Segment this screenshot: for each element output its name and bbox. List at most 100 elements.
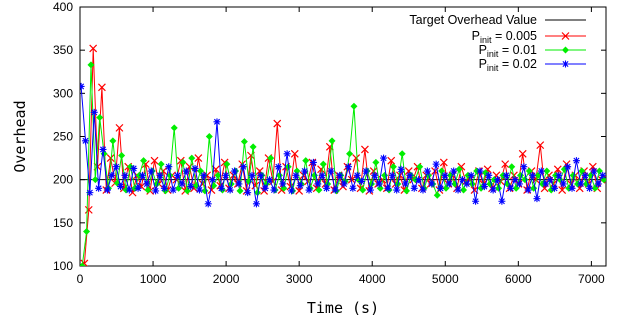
data-point: [273, 119, 282, 128]
data-point: [261, 184, 269, 192]
data-point: [586, 184, 594, 192]
legend-label-series-3: Pinit = 0.02: [479, 57, 537, 73]
series-layer: [80, 44, 606, 266]
data-point: [314, 180, 322, 188]
data-point: [524, 186, 532, 194]
series-1: [80, 44, 606, 266]
data-point: [362, 167, 370, 175]
data-point: [393, 186, 401, 194]
data-point: [191, 164, 199, 172]
data-point: [200, 171, 208, 179]
x-tick-label: 2000: [213, 272, 240, 286]
data-point: [416, 163, 424, 171]
data-point: [213, 118, 221, 126]
data-point: [534, 171, 542, 179]
data-point: [187, 183, 195, 191]
data-point: [91, 176, 99, 184]
data-point: [438, 167, 446, 175]
data-point: [389, 163, 397, 171]
data-point: [403, 187, 411, 195]
data-point: [564, 163, 572, 171]
data-point: [561, 32, 570, 40]
data-point: [195, 186, 203, 194]
data-point: [97, 83, 106, 92]
data-point: [376, 184, 384, 192]
x-tick-label: 7000: [578, 272, 605, 286]
data-point: [419, 186, 427, 194]
data-point: [533, 195, 541, 203]
series-2: [80, 61, 606, 266]
data-point: [344, 163, 352, 171]
data-point: [388, 171, 396, 179]
data-point: [327, 167, 335, 175]
data-point: [536, 141, 545, 150]
data-point: [336, 171, 344, 179]
data-point: [359, 186, 367, 194]
y-axis-label: Overhead: [11, 100, 29, 172]
data-point: [99, 145, 107, 153]
data-point: [159, 167, 168, 175]
data-point: [283, 150, 291, 158]
data-point: [401, 180, 409, 188]
data-point: [415, 176, 423, 184]
data-point: [529, 171, 537, 179]
series-line: [80, 48, 603, 266]
data-point: [581, 171, 589, 179]
y-tick-label: 350: [53, 43, 73, 57]
data-point: [562, 46, 569, 54]
data-point: [217, 184, 225, 192]
data-point: [591, 184, 599, 192]
plot-area: [80, 44, 606, 266]
data-point: [266, 176, 274, 184]
data-point: [174, 171, 182, 179]
data-point: [347, 175, 356, 184]
data-point: [290, 149, 299, 158]
data-point: [204, 200, 212, 208]
data-point: [209, 176, 217, 184]
data-point: [498, 197, 506, 205]
data-point: [156, 171, 164, 179]
data-point: [578, 167, 586, 175]
data-point: [460, 186, 468, 194]
data-point: [432, 160, 440, 168]
data-point: [375, 180, 383, 188]
data-point: [501, 160, 510, 169]
data-point: [518, 149, 527, 158]
data-point: [423, 167, 431, 175]
data-point: [555, 171, 563, 179]
data-point: [318, 171, 326, 179]
data-point: [546, 176, 554, 184]
data-point: [103, 186, 111, 194]
data-point: [96, 114, 104, 122]
y-tick-label: 250: [53, 130, 73, 144]
data-point: [231, 167, 239, 175]
data-point: [454, 186, 462, 194]
data-point: [309, 158, 317, 166]
data-point: [346, 150, 354, 158]
data-point: [323, 184, 331, 192]
data-point: [550, 184, 558, 192]
data-point: [599, 171, 606, 179]
data-point: [267, 154, 275, 162]
series-3: [80, 82, 606, 208]
legend-label-series-2: Pinit = 0.01: [479, 43, 537, 59]
data-point: [226, 186, 234, 194]
data-point: [372, 158, 380, 166]
data-point: [175, 184, 183, 192]
data-point: [537, 167, 545, 175]
data-point: [244, 189, 252, 197]
data-point: [445, 180, 453, 188]
data-point: [455, 165, 463, 173]
data-point: [95, 184, 103, 192]
data-point: [150, 156, 159, 165]
data-point: [381, 171, 389, 179]
legend-label-series-1: Pinit = 0.005: [472, 29, 537, 45]
data-point: [179, 158, 187, 166]
y-tick-label: 400: [53, 0, 73, 14]
data-point: [558, 186, 567, 194]
data-point: [169, 186, 177, 194]
data-point: [406, 171, 414, 179]
data-point: [476, 167, 484, 175]
data-point: [194, 154, 203, 163]
data-point: [257, 171, 265, 179]
